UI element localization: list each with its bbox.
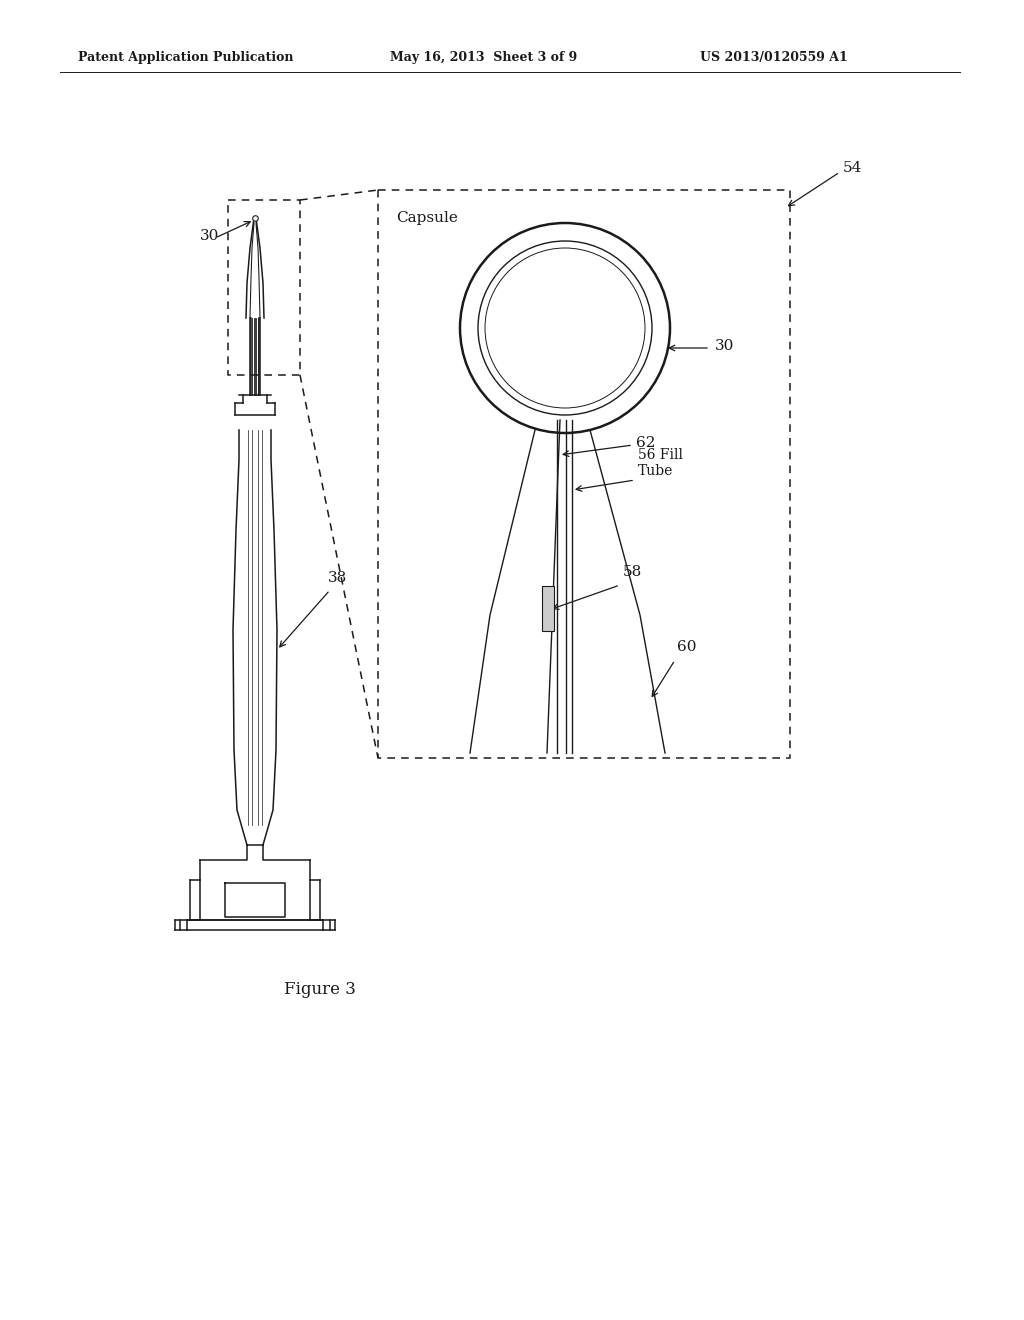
Text: 38: 38 [328,572,347,585]
Text: US 2013/0120559 A1: US 2013/0120559 A1 [700,51,848,65]
Text: 60: 60 [677,640,696,653]
Text: 30: 30 [200,228,219,243]
Bar [542,586,554,631]
Text: 62: 62 [636,436,655,450]
Text: Figure 3: Figure 3 [284,982,356,998]
Text: May 16, 2013  Sheet 3 of 9: May 16, 2013 Sheet 3 of 9 [390,51,578,65]
Text: 54: 54 [843,161,862,176]
Text: 30: 30 [715,339,734,352]
Circle shape [487,249,643,407]
Text: 58: 58 [623,565,642,579]
Text: 56 Fill
Tube: 56 Fill Tube [638,447,683,478]
Text: Capsule: Capsule [396,211,458,224]
Text: Patent Application Publication: Patent Application Publication [78,51,294,65]
